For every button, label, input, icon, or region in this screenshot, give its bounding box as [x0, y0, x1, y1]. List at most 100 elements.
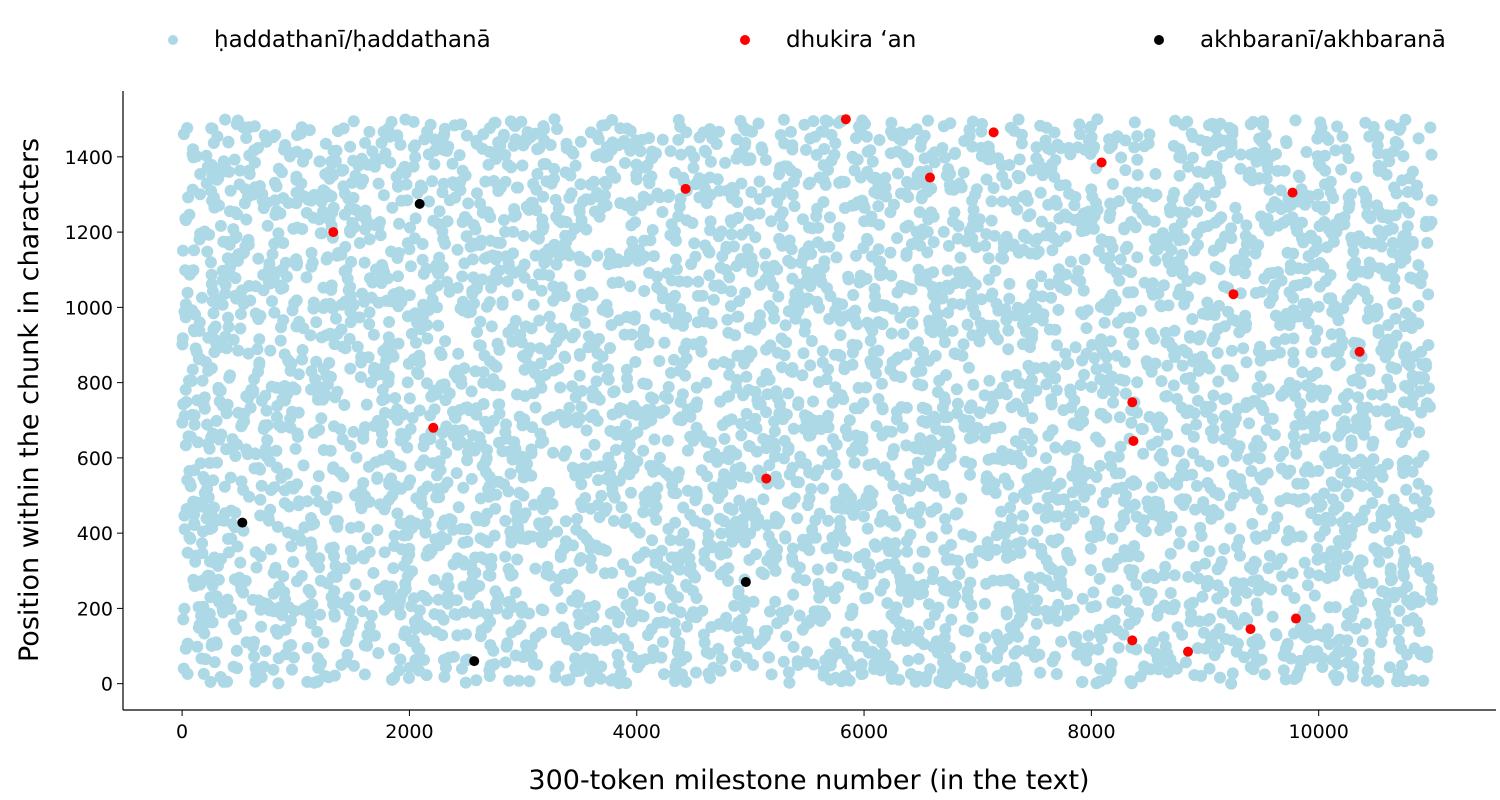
haddathani-point — [1085, 214, 1098, 227]
haddathani-point — [830, 468, 843, 481]
haddathani-point — [1157, 477, 1170, 490]
haddathani-point — [437, 613, 450, 626]
haddathani-point — [208, 656, 221, 669]
haddathani-point — [680, 620, 693, 633]
haddathani-point — [1053, 212, 1066, 225]
haddathani-point — [1372, 204, 1385, 217]
haddathani-point — [820, 373, 833, 386]
haddathani-point — [897, 327, 910, 340]
haddathani-point — [1164, 587, 1177, 599]
haddathani-point — [1106, 532, 1119, 545]
haddathani-point — [1424, 121, 1437, 134]
haddathani-point — [1412, 259, 1425, 272]
haddathani-point — [578, 317, 591, 329]
haddathani-point — [181, 637, 194, 650]
haddathani-point — [1052, 235, 1065, 248]
haddathani-point — [1073, 118, 1086, 131]
haddathani-point — [1128, 141, 1141, 154]
haddathani-point — [431, 279, 444, 292]
haddathani-point — [1130, 477, 1143, 490]
haddathani-point — [1347, 661, 1360, 673]
haddathani-point — [535, 436, 547, 449]
haddathani-point — [629, 356, 642, 368]
haddathani-point — [826, 531, 839, 544]
haddathani-point — [1036, 314, 1049, 327]
haddathani-point — [268, 237, 281, 250]
haddathani-point — [296, 344, 309, 356]
haddathani-point — [235, 475, 248, 488]
haddathani-point — [823, 211, 836, 224]
haddathani-point — [176, 416, 189, 429]
haddathani-point — [574, 135, 587, 148]
haddathani-point — [810, 210, 823, 223]
haddathani-point — [1094, 662, 1107, 675]
haddathani-point — [895, 187, 907, 200]
haddathani-point — [1166, 265, 1179, 278]
haddathani-point — [915, 274, 928, 287]
haddathani-point — [721, 313, 734, 326]
haddathani-point — [884, 246, 897, 259]
haddathani-point — [450, 608, 463, 621]
haddathani-point — [794, 292, 807, 305]
haddathani-point — [774, 210, 787, 223]
haddathani-point — [255, 479, 268, 492]
haddathani-point — [690, 421, 703, 434]
haddathani-point — [834, 514, 846, 527]
haddathani-point — [579, 448, 592, 461]
haddathani-point — [455, 377, 468, 390]
haddathani-point — [595, 489, 608, 502]
haddathani-point — [975, 293, 988, 306]
haddathani-point — [359, 204, 372, 217]
haddathani-point — [1412, 299, 1425, 312]
haddathani-point — [625, 605, 637, 618]
haddathani-point — [1278, 164, 1291, 177]
haddathani-point — [1158, 654, 1171, 667]
haddathani-point — [1080, 322, 1093, 335]
haddathani-point — [1204, 303, 1217, 316]
haddathani-point — [475, 624, 488, 637]
haddathani-point — [987, 182, 1000, 194]
haddathani-point — [521, 126, 534, 139]
haddathani-point — [438, 122, 451, 135]
haddathani-point — [357, 155, 369, 168]
haddathani-point — [1067, 417, 1080, 430]
haddathani-point — [339, 240, 352, 253]
haddathani-point — [422, 507, 435, 520]
haddathani-point — [376, 427, 388, 440]
haddathani-point — [864, 334, 877, 347]
haddathani-point — [1194, 273, 1207, 286]
haddathani-point — [1011, 590, 1024, 603]
haddathani-point — [478, 349, 491, 362]
haddathani-point — [1010, 667, 1023, 680]
haddathani-point — [201, 418, 214, 431]
haddathani-point — [377, 361, 390, 374]
haddathani-point — [1287, 356, 1300, 368]
haddathani-point — [1381, 546, 1394, 559]
haddathani-point — [242, 233, 255, 246]
haddathani-point — [904, 668, 917, 680]
haddathani-point — [1240, 257, 1252, 270]
haddathani-point — [1159, 560, 1172, 573]
haddathani-point — [979, 239, 992, 252]
haddathani-point — [1220, 364, 1233, 377]
haddathani-point — [367, 328, 380, 341]
haddathani-point — [440, 144, 453, 157]
haddathani-point — [1231, 212, 1244, 224]
haddathani-point — [1305, 390, 1318, 403]
haddathani-point — [1375, 388, 1388, 401]
haddathani-point — [947, 596, 960, 609]
haddathani-point — [413, 644, 426, 657]
haddathani-point — [217, 165, 230, 178]
haddathani-point — [1078, 490, 1091, 503]
haddathani-point — [1419, 495, 1432, 508]
haddathani-point — [1398, 570, 1410, 583]
haddathani-point — [1420, 215, 1433, 228]
haddathani-point — [1103, 251, 1116, 264]
haddathani-point — [267, 131, 280, 144]
haddathani-point — [1204, 636, 1217, 649]
haddathani-point — [430, 259, 443, 272]
haddathani-point — [778, 434, 791, 447]
haddathani-point — [1002, 324, 1015, 337]
haddathani-point — [252, 252, 265, 265]
haddathani-point — [865, 210, 878, 223]
